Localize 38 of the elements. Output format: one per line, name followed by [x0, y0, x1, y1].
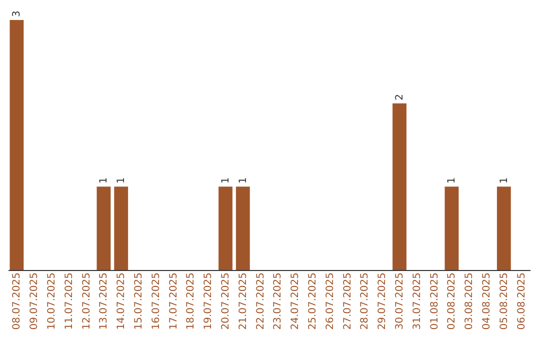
x-tick-label: 01.08.2025	[429, 272, 440, 330]
x-tick-label: 10.07.2025	[46, 272, 58, 330]
data-label: 1	[98, 177, 110, 184]
x-tick-label: 05.08.2025	[498, 272, 510, 330]
x-tick-label: 26.07.2025	[324, 272, 336, 330]
x-tick-label: 28.07.2025	[360, 272, 371, 330]
x-tick-label: 25.07.2025	[308, 272, 318, 330]
x-tick-label: 30.07.2025	[394, 272, 406, 330]
x-tick-label: 23.07.2025	[272, 272, 284, 330]
x-tick-label: 04.08.2025	[482, 272, 492, 330]
x-tick-label: 15.07.2025	[134, 272, 144, 330]
x-tick-label: 02.08.2025	[446, 272, 458, 330]
x-tick-label: 21.07.2025	[238, 272, 249, 330]
data-label: 1	[446, 177, 458, 184]
x-tick-label: 24.07.2025	[290, 272, 302, 330]
x-tick-label: 31.07.2025	[412, 272, 423, 330]
x-tick-label: 11.07.2025	[64, 272, 75, 330]
x-tick-label: 22.07.2025	[255, 272, 266, 330]
x-tick-label: 19.07.2025	[203, 272, 214, 330]
x-tick-label: 09.07.2025	[29, 272, 40, 330]
x-tick-label: 17.07.2025	[168, 272, 180, 330]
data-label: 2	[394, 94, 406, 100]
x-tick-label: 20.07.2025	[220, 272, 232, 330]
x-tick-label: 18.07.2025	[186, 272, 197, 330]
data-label: 1	[116, 177, 128, 184]
data-label: 1	[498, 177, 510, 184]
data-label: 1	[220, 177, 232, 184]
x-tick-label: 27.07.2025	[342, 272, 354, 330]
x-tick-label: 29.07.2025	[377, 272, 388, 330]
x-tick-label: 08.07.2025	[12, 272, 23, 330]
x-tick-label: 13.07.2025	[98, 272, 110, 330]
x-tick-label: 03.08.2025	[464, 272, 476, 330]
x-tick-label: 06.08.2025	[516, 272, 528, 330]
x-tick-label: 12.07.2025	[81, 272, 92, 330]
data-label: 1	[238, 177, 249, 184]
x-tick-label: 16.07.2025	[150, 272, 162, 330]
data-label: 3	[12, 10, 23, 17]
x-tick-label: 14.07.2025	[116, 272, 128, 330]
